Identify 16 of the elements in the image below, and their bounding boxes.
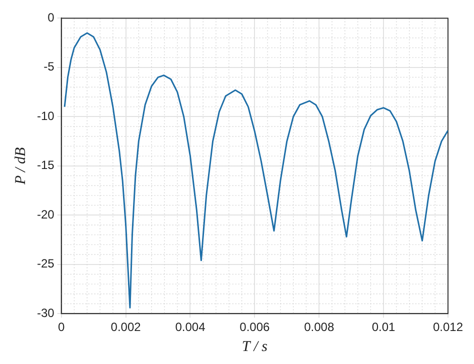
y-tick-label: -30	[37, 306, 55, 320]
x-tick-label: 0.002	[110, 320, 142, 334]
x-tick-label: 0.006	[240, 320, 270, 334]
y-tick-label: -25	[37, 256, 55, 271]
y-tick-label: -10	[37, 108, 55, 123]
y-tick-label: 0	[48, 10, 55, 25]
x-axis-title: T / s	[242, 338, 268, 355]
y-tick-label: -20	[37, 207, 55, 222]
y-axis-title: P / dB	[12, 147, 29, 186]
x-tick-label: 0.01	[372, 320, 396, 334]
x-tick-label: 0.008	[304, 320, 334, 334]
x-tick-label: 0.004	[175, 320, 206, 334]
x-tick-label: 0	[58, 320, 65, 334]
y-tick-label: -15	[37, 158, 55, 172]
y-tick-label: -5	[44, 60, 55, 74]
x-tick-label: 0.012	[432, 320, 464, 334]
